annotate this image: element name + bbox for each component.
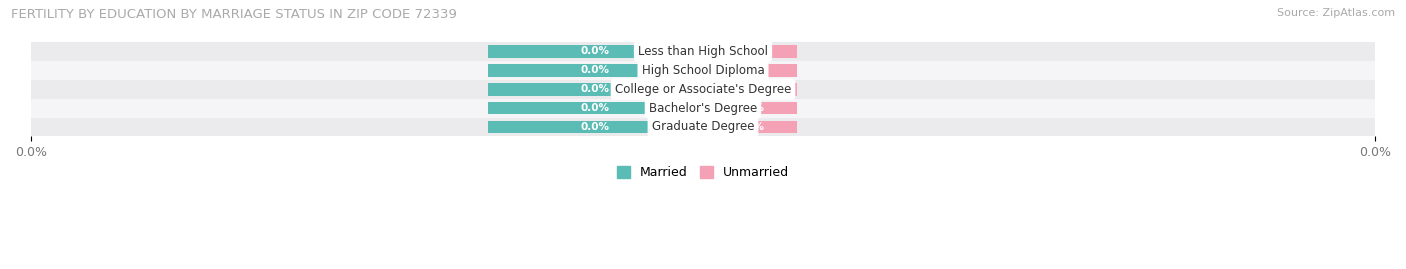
Text: FERTILITY BY EDUCATION BY MARRIAGE STATUS IN ZIP CODE 72339: FERTILITY BY EDUCATION BY MARRIAGE STATU… — [11, 8, 457, 21]
Bar — [488, 64, 703, 77]
Bar — [488, 45, 703, 58]
Text: 0.0%: 0.0% — [735, 103, 765, 113]
Text: High School Diploma: High School Diploma — [641, 64, 765, 77]
Bar — [703, 121, 797, 133]
Bar — [703, 45, 797, 58]
Text: 0.0%: 0.0% — [581, 84, 610, 94]
Text: Less than High School: Less than High School — [638, 45, 768, 58]
Text: 0.0%: 0.0% — [735, 46, 765, 56]
Bar — [488, 83, 703, 95]
Bar — [703, 64, 797, 77]
Text: 0.0%: 0.0% — [581, 65, 610, 75]
Text: Source: ZipAtlas.com: Source: ZipAtlas.com — [1277, 8, 1395, 18]
Text: Graduate Degree: Graduate Degree — [652, 121, 754, 133]
Text: 0.0%: 0.0% — [581, 103, 610, 113]
Bar — [31, 99, 1375, 118]
Bar — [31, 61, 1375, 80]
Bar — [703, 83, 797, 95]
Text: 0.0%: 0.0% — [735, 65, 765, 75]
Bar — [31, 118, 1375, 136]
Bar — [31, 42, 1375, 61]
Bar — [488, 121, 703, 133]
Text: College or Associate's Degree: College or Associate's Degree — [614, 83, 792, 96]
Text: 0.0%: 0.0% — [735, 122, 765, 132]
Bar — [31, 80, 1375, 99]
Text: 0.0%: 0.0% — [735, 84, 765, 94]
Bar — [703, 102, 797, 115]
Legend: Married, Unmarried: Married, Unmarried — [617, 166, 789, 179]
Bar — [488, 102, 703, 115]
Text: 0.0%: 0.0% — [581, 122, 610, 132]
Text: 0.0%: 0.0% — [581, 46, 610, 56]
Text: Bachelor's Degree: Bachelor's Degree — [650, 102, 756, 115]
